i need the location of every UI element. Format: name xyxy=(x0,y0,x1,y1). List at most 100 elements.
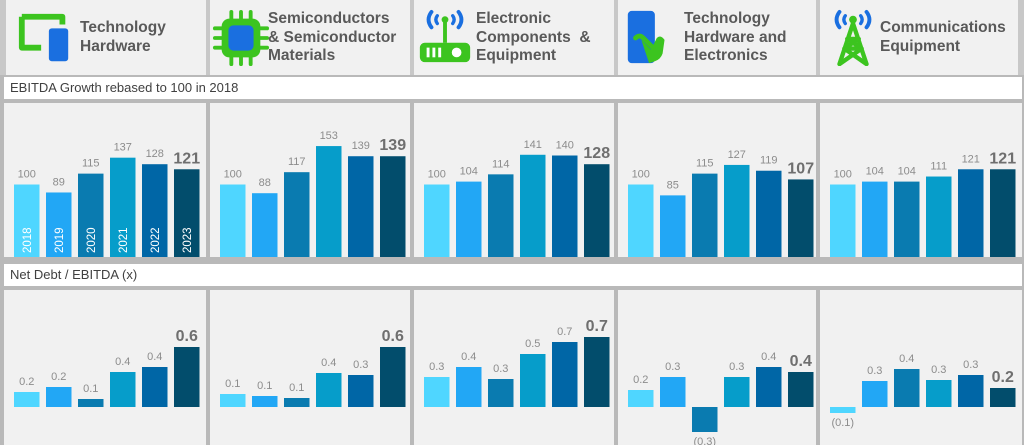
label-line: Communications xyxy=(880,19,1006,36)
bar-2018 xyxy=(14,184,40,257)
bar-2021 xyxy=(316,373,342,407)
bar-chart-svg: 0.2 0.2 0.1 0.4 0.4 0.6 xyxy=(14,328,200,407)
category-label: Electronic Components & Equipment xyxy=(476,10,591,66)
chart-panel: 100 104 104 111 121 121 xyxy=(820,103,1022,257)
bar-chart-svg: 0.3 0.4 0.3 0.5 0.7 0.7 xyxy=(424,318,610,407)
chart-panel: 0.1 0.1 0.1 0.4 0.3 0.6 xyxy=(210,290,410,445)
data-label: 0.4 xyxy=(761,351,776,363)
bar-2022 xyxy=(958,169,984,257)
bar-2022 xyxy=(552,342,578,407)
bar-2018 xyxy=(424,184,450,257)
label-line: Electronic xyxy=(476,10,551,27)
category-label: Technology Hardware and Electronics xyxy=(684,10,787,66)
bar-2023 xyxy=(788,179,814,257)
data-label: 139 xyxy=(352,140,370,152)
data-label: 104 xyxy=(898,166,916,178)
data-label: 0.6 xyxy=(176,328,198,345)
data-label: 115 xyxy=(82,158,100,170)
data-label: 153 xyxy=(320,130,338,142)
data-label: 141 xyxy=(524,139,542,151)
bar-chart-svg: 100 85 115 127 119 107 xyxy=(628,149,814,257)
monitor-phone-icon xyxy=(18,13,69,62)
data-label: 121 xyxy=(173,150,200,167)
bar-2021 xyxy=(724,377,750,407)
bar-2018 xyxy=(424,377,450,407)
bar-2019 xyxy=(456,181,482,257)
category-label: Semiconductors & Semiconductor Materials xyxy=(268,10,396,66)
data-label: 117 xyxy=(288,156,306,168)
bar-2022 xyxy=(958,375,984,407)
bar-2018 xyxy=(220,184,246,257)
chart-panel: 100 85 115 127 119 107 xyxy=(618,103,816,257)
data-label: 100 xyxy=(224,169,242,181)
label-line: Semiconductors xyxy=(268,10,390,27)
chip-icon xyxy=(212,9,270,67)
data-label: 0.5 xyxy=(525,338,540,350)
category-label: Technology Hardware xyxy=(80,19,166,56)
bar-2020 xyxy=(692,173,718,257)
bar-2023 xyxy=(990,388,1016,407)
bar-2020 xyxy=(894,369,920,407)
data-label: 0.7 xyxy=(586,318,608,335)
data-label: 0.1 xyxy=(225,378,240,390)
bar-2020 xyxy=(78,173,104,257)
bar-chart-svg: 100 88 117 153 139 139 xyxy=(220,130,406,257)
data-label: 107 xyxy=(787,160,814,177)
category-card-communications: Communications Equipment xyxy=(820,0,1018,75)
data-label: 115 xyxy=(696,158,714,170)
bar-chart-svg: 100 104 114 141 140 128 xyxy=(424,139,610,257)
bar-2019 xyxy=(46,387,72,407)
bar-2019 xyxy=(862,181,888,257)
bar-2021 xyxy=(520,154,546,257)
data-label: 0.3 xyxy=(963,359,978,371)
data-label: (0.3) xyxy=(693,436,716,445)
data-label: 121 xyxy=(962,153,980,165)
data-label: 0.2 xyxy=(633,374,648,386)
bar-2018 xyxy=(628,390,654,407)
category-card-semiconductors: Semiconductors & Semiconductor Materials xyxy=(210,0,410,75)
data-label: 0.2 xyxy=(992,369,1014,386)
bar-2021 xyxy=(110,157,136,257)
bar-2020 xyxy=(488,379,514,407)
bar-2021 xyxy=(316,146,342,257)
label-line: Components & xyxy=(476,28,591,46)
data-label: 0.3 xyxy=(665,361,680,373)
bar-chart-svg: 0.1 0.1 0.1 0.4 0.3 0.6 xyxy=(220,328,406,407)
data-label: 0.6 xyxy=(382,328,404,345)
data-label: 140 xyxy=(556,140,574,152)
debt-section-title: Net Debt / EBITDA (x) xyxy=(4,264,1022,286)
bar-2020 xyxy=(488,174,514,257)
category-card-electronic-components: Electronic Components & Equipment xyxy=(414,0,614,75)
bar-2022 xyxy=(756,170,782,257)
chart-panel: (0.1) 0.3 0.4 0.3 0.3 0.2 xyxy=(820,290,1022,445)
label-line: Hardware and xyxy=(684,28,787,46)
data-label: 0.7 xyxy=(557,326,572,338)
data-label: 0.1 xyxy=(289,382,304,394)
data-label: 100 xyxy=(834,169,852,181)
data-label: 0.1 xyxy=(257,380,272,392)
data-label: 0.3 xyxy=(867,365,882,377)
chart-panel: 0.2 0.2 0.1 0.4 0.4 0.6 xyxy=(4,290,206,445)
bar-2019 xyxy=(456,367,482,407)
data-label: 100 xyxy=(428,169,446,181)
bar-2019 xyxy=(660,377,686,407)
data-label: 0.4 xyxy=(115,356,130,368)
category-header-row: Technology Hardware Semiconductors & Sem… xyxy=(0,0,1024,75)
bar-2018 xyxy=(628,184,654,257)
label-line: & Semiconductor xyxy=(268,28,397,46)
label-line: Electronics xyxy=(684,47,768,64)
bar-2023 xyxy=(584,337,610,407)
data-label: 0.3 xyxy=(729,361,744,373)
data-label: 0.3 xyxy=(493,363,508,375)
year-label: 2020 xyxy=(86,227,98,253)
bar-2022 xyxy=(142,164,168,257)
bar-2020 xyxy=(284,398,310,407)
label-line: Equipment xyxy=(880,37,961,55)
year-label: 2021 xyxy=(118,227,130,253)
bar-2019 xyxy=(46,192,72,257)
data-label: 128 xyxy=(146,148,164,160)
data-label: 0.3 xyxy=(931,364,946,376)
bar-2022 xyxy=(348,156,374,257)
bar-chart-svg: (0.1) 0.3 0.4 0.3 0.3 0.2 xyxy=(830,353,1016,429)
ebitda-chart-row: 100 2018 89 2019 115 2020 137 2021 128 2022 121 202… xyxy=(4,103,1022,257)
